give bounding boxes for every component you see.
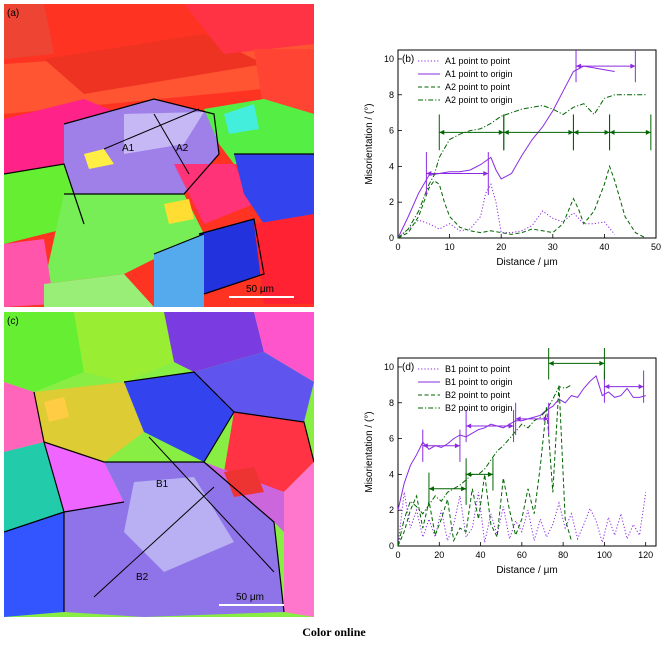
scale-a-label: 50 μm (246, 284, 274, 295)
series-line-1 (397, 183, 616, 239)
y-tick-label: 8 (389, 398, 394, 408)
x-tick-label: 120 (638, 550, 653, 560)
range-marker-arrow (576, 63, 582, 69)
y-tick-label: 2 (389, 197, 394, 207)
y-tick-label: 6 (389, 126, 394, 136)
y-tick-label: 10 (384, 54, 394, 64)
x-tick-label: 100 (597, 550, 612, 560)
x-tick-label: 10 (445, 242, 455, 252)
ebsd-map-c: (c) B1 B2 50 μm (4, 312, 314, 617)
legend-entry: B1 point to origin (445, 377, 513, 387)
y-axis-label: Misorientation / (°) (364, 103, 375, 184)
range-marker-arrow (645, 129, 651, 135)
x-tick-label: 0 (395, 550, 400, 560)
x-axis-label: Distance / μm (496, 257, 557, 268)
range-marker-arrow (604, 384, 610, 390)
series-line-3 (397, 164, 646, 239)
range-marker-arrow (466, 423, 472, 429)
series-line-2 (397, 375, 646, 511)
y-tick-label: 0 (389, 541, 394, 551)
legend-entry: B1 point to point (445, 364, 511, 374)
range-marker-arrow (515, 416, 521, 422)
legend-entry: A2 point to point (445, 82, 511, 92)
range-marker-arrow (426, 171, 432, 177)
y-tick-label: 10 (384, 362, 394, 372)
x-tick-label: 20 (496, 242, 506, 252)
x-tick-label: 0 (395, 242, 400, 252)
y-tick-label: 8 (389, 90, 394, 100)
range-marker-arrow (487, 471, 493, 477)
legend-entry: A2 point to origin (445, 95, 513, 105)
range-marker-arrow (422, 443, 428, 449)
range-marker-arrow (483, 171, 489, 177)
range-marker-arrow (543, 416, 549, 422)
plot-frame (397, 357, 657, 547)
line-a2-label: A2 (176, 143, 189, 154)
y-tick-label: 0 (389, 233, 394, 243)
series-line-1 (397, 492, 647, 547)
ebsd-map-a: (a) A1 A2 50 μm (4, 4, 314, 307)
range-marker-arrow (548, 360, 554, 366)
misorientation-chart-d: 0 20 40 60 80 100 120 0 2 4 6 8 10 Distance / μm Misor… (364, 348, 657, 576)
y-tick-label: 6 (389, 434, 394, 444)
legend-entry: B2 point to point (445, 390, 511, 400)
range-marker-arrow (439, 129, 445, 135)
x-tick-label: 40 (599, 242, 609, 252)
series-line-3 (397, 384, 572, 547)
legend-entry: A1 point to point (445, 56, 511, 66)
series-line-4 (397, 384, 572, 547)
x-axis-label: Distance / μm (496, 565, 557, 576)
figure-caption: Color online (302, 625, 366, 639)
x-tick-label: 80 (558, 550, 568, 560)
range-marker-arrow (466, 471, 472, 477)
x-tick-label: 40 (476, 550, 486, 560)
panel-label: (b) (402, 54, 414, 65)
range-marker-arrow (498, 129, 504, 135)
range-marker-arrow (428, 486, 434, 492)
x-tick-label: 60 (517, 550, 527, 560)
scale-c-label: 50 μm (236, 592, 264, 603)
x-tick-label: 50 (651, 242, 661, 252)
x-tick-label: 30 (548, 242, 558, 252)
range-marker-arrow (503, 129, 509, 135)
y-tick-label: 2 (389, 505, 394, 515)
panel-label: (d) (402, 362, 414, 373)
map-c-label: (c) (7, 316, 19, 327)
series-line-2 (397, 65, 615, 239)
range-marker-arrow (568, 129, 574, 135)
plot-frame (397, 49, 657, 239)
range-marker-arrow (454, 443, 460, 449)
y-tick-label: 4 (389, 469, 394, 479)
misorientation-chart-b: 0 10 20 30 40 50 0 2 4 6 8 10 Distance / μm Misorient… (364, 49, 661, 268)
x-tick-label: 20 (434, 550, 444, 560)
range-marker-arrow (604, 129, 610, 135)
range-marker-arrow (638, 384, 644, 390)
range-marker-arrow (630, 63, 636, 69)
range-marker-arrow (573, 129, 579, 135)
range-marker-arrow (461, 486, 467, 492)
y-axis-label: Misorientation / (°) (364, 411, 375, 492)
legend-entry: B2 point to origin (445, 403, 513, 413)
legend-entry: A1 point to origin (445, 69, 513, 79)
range-marker-arrow (508, 423, 514, 429)
line-b1-label: B1 (156, 479, 169, 490)
range-marker-arrow (609, 129, 615, 135)
line-a1-label: A1 (122, 143, 135, 154)
line-b2-label: B2 (136, 572, 149, 583)
map-a-label: (a) (7, 8, 19, 19)
series-line-4 (397, 94, 646, 239)
range-marker-arrow (599, 360, 605, 366)
y-tick-label: 4 (389, 161, 394, 171)
